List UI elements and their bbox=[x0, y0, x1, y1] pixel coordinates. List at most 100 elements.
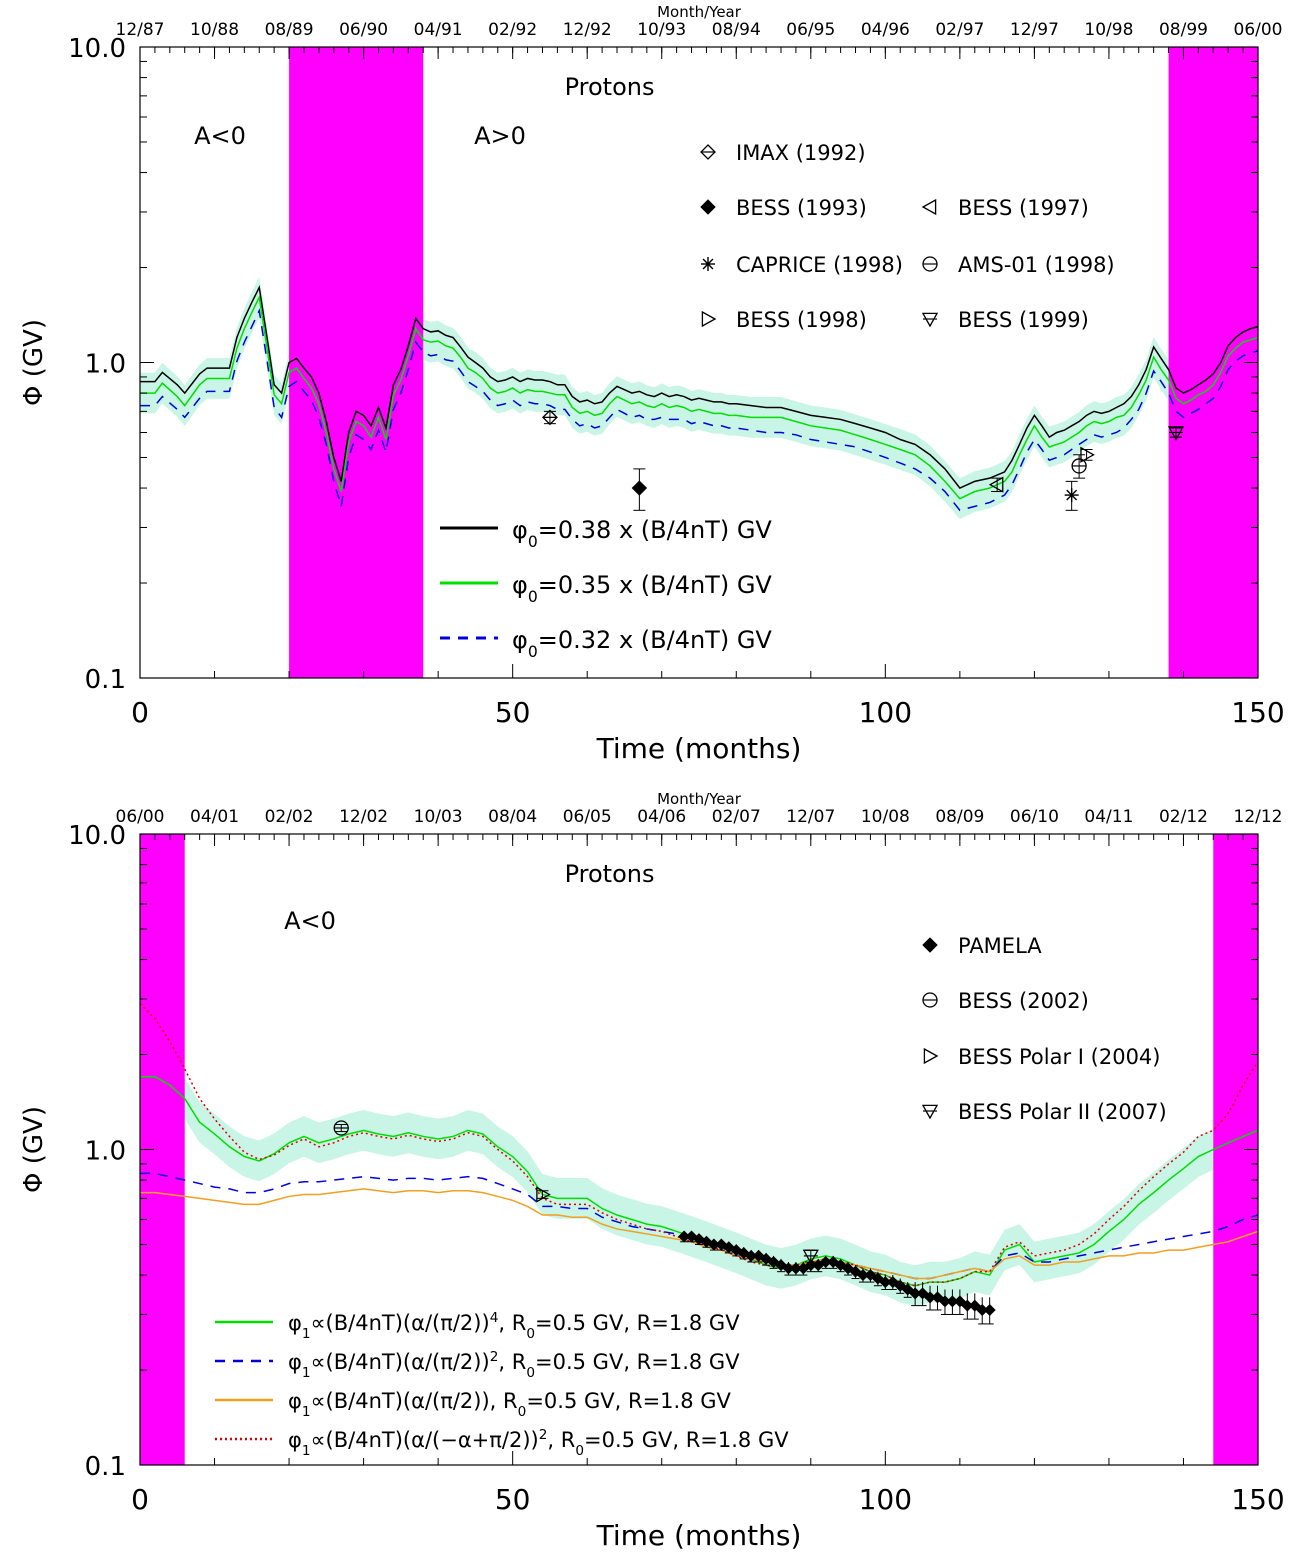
x-axis-label: Time (months) bbox=[596, 732, 802, 765]
top-tick-label: 06/00 bbox=[116, 807, 165, 827]
top-tick-label: 12/07 bbox=[786, 807, 835, 827]
series-line-2 bbox=[140, 294, 1258, 500]
plot-area bbox=[140, 47, 1258, 678]
legend-label-5: AMS-01 (1998) bbox=[958, 253, 1115, 277]
y-tick-label: 1.0 bbox=[85, 1137, 126, 1167]
y-tick-label: 10.0 bbox=[68, 34, 126, 64]
top-tick-label: 04/01 bbox=[190, 807, 239, 827]
legend-label-3: BESS Polar I (2004) bbox=[958, 1045, 1160, 1069]
legend-series-label-3: φ0=0.32 x (B/4nT) GV bbox=[512, 626, 772, 661]
pamela-point bbox=[879, 1276, 892, 1289]
data-point-3 bbox=[802, 1249, 819, 1265]
top-tick-label: 02/02 bbox=[265, 807, 314, 827]
top-tick-label: 06/00 bbox=[1234, 20, 1283, 40]
top-tick-label: 02/92 bbox=[488, 20, 537, 40]
top-tick-label: 04/11 bbox=[1084, 807, 1133, 827]
pamela-point bbox=[678, 1230, 691, 1243]
top-tick-label: 12/02 bbox=[339, 807, 388, 827]
x-axis-label: Time (months) bbox=[596, 1519, 802, 1552]
y-tick-label: 0.1 bbox=[85, 1452, 126, 1482]
shaded-region-1 bbox=[289, 47, 424, 678]
pamela-point bbox=[946, 1295, 959, 1308]
top-tick-label: 10/93 bbox=[637, 20, 686, 40]
top-tick-label: 08/09 bbox=[935, 807, 984, 827]
pamela-point bbox=[909, 1287, 922, 1300]
x-tick-label: 0 bbox=[131, 696, 149, 729]
pamela-point bbox=[819, 1255, 832, 1268]
shaded-region-2 bbox=[1168, 47, 1258, 678]
annotation-a-negative: A<0 bbox=[194, 122, 246, 150]
y-axis-label: Φ (GV) bbox=[19, 319, 49, 406]
legend-marker-4 bbox=[921, 1104, 939, 1120]
legend-label-4: BESS Polar II (2007) bbox=[958, 1100, 1167, 1124]
top-axis-title: Month/Year bbox=[657, 790, 742, 808]
data-point-2 bbox=[536, 1186, 551, 1203]
legend-series-label-2: φ0=0.35 x (B/4nT) GV bbox=[512, 571, 772, 606]
top-tick-label: 12/92 bbox=[563, 20, 612, 40]
top-tick-label: 06/95 bbox=[786, 20, 835, 40]
legend-label-1: IMAX (1992) bbox=[736, 141, 866, 165]
legend-series-label-3: φ1∝(B/4nT)(α/(π/2)), R0=0.5 GV, R=1.8 GV bbox=[288, 1389, 732, 1420]
pamela-point bbox=[707, 1238, 720, 1251]
legend-marker-4-stroke bbox=[702, 258, 714, 270]
series-line-1 bbox=[140, 284, 1258, 489]
top-tick-label: 12/12 bbox=[1234, 807, 1283, 827]
y-axis-label: Φ (GV) bbox=[19, 1106, 49, 1193]
top-tick-label: 06/05 bbox=[563, 807, 612, 827]
pamela-point bbox=[924, 1291, 937, 1304]
legend: IMAX (1992) BESS (1993) BESS (1997) CAPRICE… bbox=[440, 141, 1115, 661]
x-tick-label: 100 bbox=[859, 696, 912, 729]
top-tick-label: 06/10 bbox=[1010, 807, 1059, 827]
data-point-7 bbox=[1167, 426, 1185, 441]
legend-label-7: BESS (1999) bbox=[958, 308, 1089, 332]
pamela-point bbox=[789, 1262, 802, 1275]
pamela-point bbox=[961, 1299, 974, 1312]
data-point-4-stroke bbox=[1066, 489, 1078, 501]
top-tick-label: 04/91 bbox=[414, 20, 463, 40]
legend-marker-1 bbox=[922, 937, 938, 953]
legend-marker-6 bbox=[701, 310, 717, 328]
x-tick-label: 50 bbox=[495, 1483, 531, 1516]
data-point-3 bbox=[988, 476, 1004, 493]
legend-label-4: CAPRICE (1998) bbox=[736, 253, 903, 277]
legend-label-1: PAMELA bbox=[958, 934, 1042, 958]
top-tick-label: 10/88 bbox=[190, 20, 239, 40]
legend-marker-1 bbox=[700, 144, 716, 160]
x-tick-label: 0 bbox=[131, 1483, 149, 1516]
x-tick-label: 150 bbox=[1231, 696, 1284, 729]
top-tick-label: 12/87 bbox=[116, 20, 165, 40]
chart-title: Protons bbox=[565, 73, 655, 101]
top-tick-label: 08/94 bbox=[712, 20, 761, 40]
top-tick-label: 04/06 bbox=[637, 807, 686, 827]
data-point-1 bbox=[542, 409, 558, 426]
y-tick-label: 0.1 bbox=[85, 665, 126, 695]
legend: PAMELA BESS (2002) BESS Polar I (2004) BESS… bbox=[215, 934, 1167, 1459]
legend-marker-3 bbox=[923, 1047, 939, 1065]
pamela-point bbox=[782, 1262, 795, 1275]
legend-label-2: BESS (1993) bbox=[736, 196, 867, 220]
legend-label-3: BESS (1997) bbox=[958, 196, 1089, 220]
legend-marker-2 bbox=[700, 199, 716, 215]
chart-title: Protons bbox=[565, 860, 655, 888]
top-tick-label: 02/12 bbox=[1159, 807, 1208, 827]
pamela-point bbox=[745, 1249, 758, 1262]
top-tick-label: 10/08 bbox=[861, 807, 910, 827]
legend-marker-7 bbox=[921, 312, 939, 328]
legend-series-label-1: φ0=0.38 x (B/4nT) GV bbox=[512, 516, 772, 551]
pamela-point bbox=[983, 1303, 996, 1316]
pamela-point bbox=[938, 1295, 951, 1308]
annotation-a-negative: A<0 bbox=[284, 907, 336, 935]
x-tick-label: 100 bbox=[859, 1483, 912, 1516]
top-tick-label: 08/99 bbox=[1159, 20, 1208, 40]
legend-series-label-1: φ1∝(B/4nT)(α/(π/2))4, R0=0.5 GV, R=1.8 G… bbox=[288, 1310, 740, 1342]
series-line-3 bbox=[140, 308, 1258, 512]
uncertainty-band bbox=[140, 1056, 1258, 1307]
pamela-point bbox=[856, 1269, 869, 1282]
chart-panel-2: 0 50 100 150 Time (months) 0.1 1.0 10.0 Φ (GV) 06… bbox=[19, 790, 1285, 1552]
top-axis-title: Month/Year bbox=[657, 3, 742, 21]
legend-series-label-4: φ1∝(B/4nT)(α/(−α+π/2))2, R0=0.5 GV, R=1.… bbox=[288, 1427, 789, 1459]
chart-panel-1: 0 50 100 150 Time (months) 0.1 1.0 10.0 Φ (GV) 12… bbox=[19, 3, 1285, 765]
data-point-6 bbox=[1080, 446, 1095, 463]
top-tick-label: 10/03 bbox=[414, 807, 463, 827]
